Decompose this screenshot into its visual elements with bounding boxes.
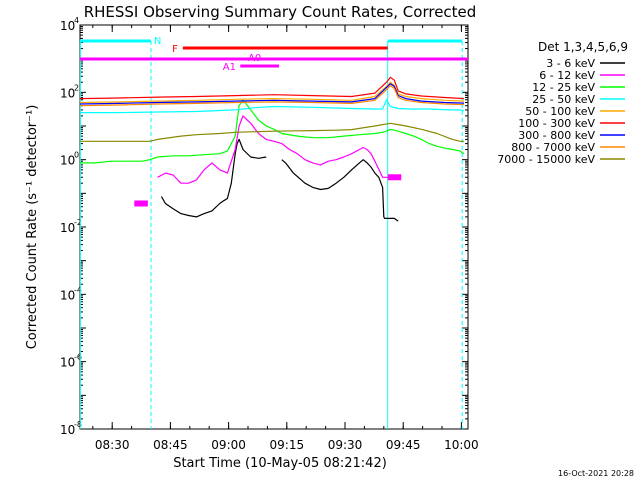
state-overlays: NF A0 A1 [79, 36, 468, 429]
y-tick-exponent: 4 [74, 16, 79, 25]
x-tick-label: 09:30 [328, 438, 363, 452]
x-tick-label: 09:00 [211, 438, 246, 452]
y-tick-label: 10 [60, 221, 75, 235]
series-layer [79, 76, 465, 222]
series-line-3 [80, 99, 465, 164]
legend-label: 800 - 7000 keV [511, 141, 595, 154]
x-tick-label: 08:30 [95, 438, 130, 452]
legend-label: 100 - 300 keV [518, 117, 595, 130]
legend-label: 25 - 50 keV [532, 93, 595, 106]
series-line-1 [160, 138, 399, 222]
legend-label: 12 - 25 keV [532, 81, 595, 94]
y-tick-exponent: -8 [74, 420, 82, 429]
series-line-9 [80, 122, 465, 142]
legend-label: 300 - 800 keV [518, 129, 595, 142]
plot-frame [79, 24, 469, 430]
y-tick-label: 10 [60, 154, 75, 168]
y-tick-exponent: -4 [74, 285, 82, 294]
y-tick-label: 10 [60, 423, 75, 437]
x-axis: 08:30 08:45 09:00 09:15 09:30 09:45 10:00 [92, 25, 479, 452]
y-tick-label: 10 [60, 86, 75, 100]
flare-label: F [172, 44, 178, 55]
series-line-5 [79, 81, 465, 104]
x-axis-label: Start Time (10-May-05 08:21:42) [173, 456, 387, 471]
series-line-2 [134, 115, 399, 205]
series-line-4 [80, 99, 465, 114]
a1-label: A1 [223, 62, 236, 73]
x-tick-label: 09:15 [270, 438, 305, 452]
footer-timestamp: 16-Oct-2021 20:28 [558, 469, 634, 478]
y-tick-exponent: -2 [74, 218, 82, 227]
series-line-6 [79, 76, 465, 100]
legend-label: 6 - 12 keV [539, 69, 595, 82]
y-tick-label: 10 [60, 19, 75, 33]
x-tick-label: 09:45 [386, 438, 421, 452]
y-tick-exponent: -6 [74, 353, 82, 362]
legend-title: Det 1,3,4,5,6,9 [538, 40, 628, 54]
series-line-7 [79, 83, 465, 105]
y-axis-label: Corrected Count Rate (s⁻¹ detector⁻¹) [25, 105, 40, 350]
legend-label: 7000 - 15000 keV [497, 153, 595, 166]
y-tick-exponent: 0 [74, 151, 79, 160]
legend-label: 3 - 6 keV [546, 57, 595, 70]
a0-label: A0 [248, 53, 261, 64]
y-tick-label: 10 [60, 356, 75, 370]
y-tick-label: 10 [60, 288, 75, 302]
chart-title: RHESSI Observing Summary Count Rates, Co… [84, 3, 477, 21]
x-tick-label: 08:45 [153, 438, 188, 452]
x-tick-label: 10:00 [444, 438, 479, 452]
series-line-8 [79, 84, 465, 107]
legend-label: 50 - 100 keV [525, 105, 595, 118]
night-label: N [154, 36, 161, 47]
y-tick-exponent: 2 [74, 83, 79, 92]
